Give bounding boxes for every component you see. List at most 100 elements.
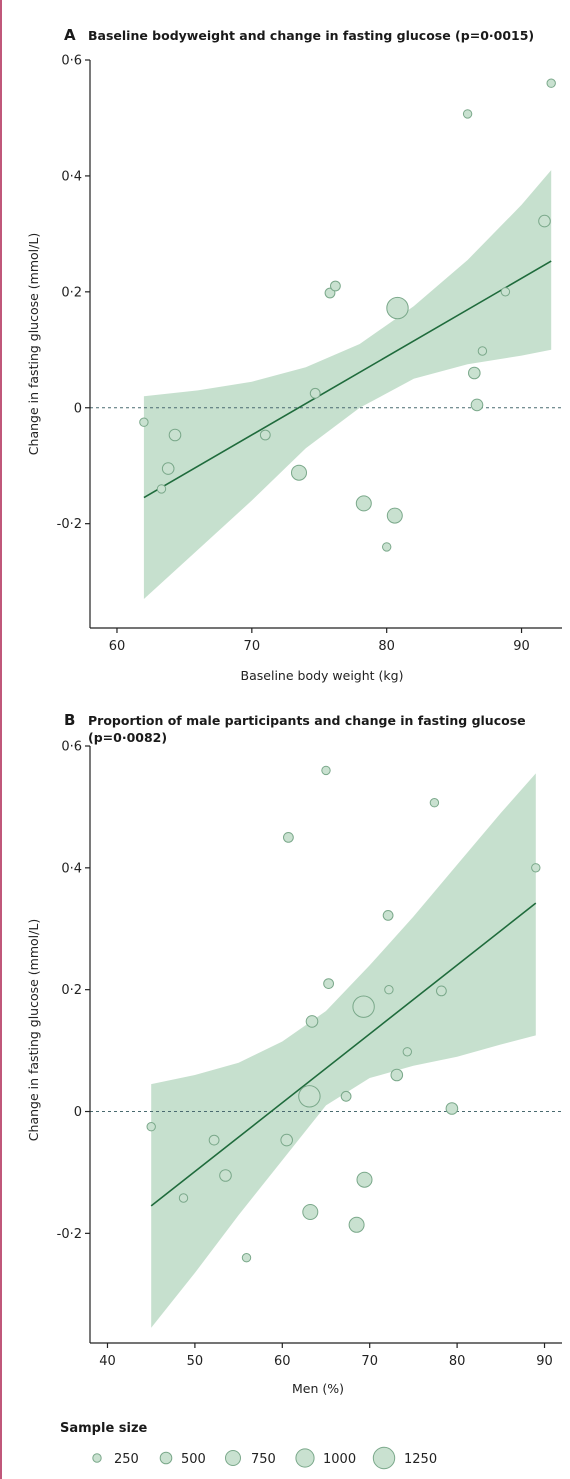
panel-a-point (468, 366, 481, 380)
panel-b-point (219, 1169, 232, 1182)
panel-b-point (208, 1134, 220, 1146)
panel-b-point (348, 1216, 365, 1233)
panel-a-point (386, 296, 409, 320)
panel-b-y-axis-label: Change in fasting glucose (mmol/L) (26, 919, 41, 1141)
panel-a-point (139, 417, 149, 427)
panel-b-confidence-band (151, 773, 536, 1328)
panel-b-point (390, 1068, 404, 1082)
panel-b-point (340, 1090, 352, 1102)
legend-label-250: 250 (114, 1452, 139, 1467)
legend-marker-1250 (372, 1446, 396, 1470)
panel-b-x-tick-label: 40 (99, 1354, 116, 1369)
panel-b-fit-line (150, 902, 537, 1207)
panel-b-y-tick-label: 0 (74, 1105, 82, 1120)
panel-b-x-tick-label: 90 (536, 1354, 553, 1369)
legend-label-500: 500 (181, 1452, 206, 1467)
panel-a-point (386, 507, 403, 524)
panel-b-point (321, 765, 331, 776)
panel-a-x-tick-label: 80 (378, 639, 395, 654)
panel-a-y-axis-label: Change in fasting glucose (mmol/L) (26, 233, 41, 455)
legend: Sample size 250 500 750 1000 1250 (60, 1421, 437, 1470)
panel-a-x-ticks: 60 70 80 90 (109, 628, 530, 654)
legend-marker-250 (92, 1453, 102, 1463)
panel-b-point (384, 985, 394, 995)
legend-label-1000: 1000 (323, 1452, 356, 1467)
panel-a-point (168, 428, 182, 442)
panel-a-point (324, 287, 336, 299)
panel-b-point (280, 1133, 294, 1147)
panel-b-y-tick-label: 0·4 (61, 861, 82, 876)
legend-marker-1000 (295, 1448, 315, 1468)
panel-b-point (356, 1171, 373, 1188)
panel-b-title-line-1: Proportion of male participants and chan… (88, 713, 526, 728)
panel-a-y-tick-label: 0·4 (61, 169, 82, 184)
panel-a-confidence-band (143, 170, 552, 599)
panel-a-points (139, 78, 556, 552)
panel-b-y-tick-label: -0·2 (57, 1227, 82, 1242)
panel-b-point (436, 985, 447, 997)
legend-items: 250 500 750 1000 1250 (92, 1446, 437, 1470)
panel-a-x-tick-label: 90 (513, 639, 530, 654)
panel-b-title-line-2: (p=0·0082) (88, 730, 167, 745)
panel-b-point (429, 798, 440, 808)
panel-b-point (178, 1193, 189, 1203)
panel-a-band-area (143, 170, 552, 599)
panel-a-point (355, 495, 372, 512)
panel-b-band-area (151, 773, 536, 1328)
panel-a-y-tick-label: 0·2 (61, 285, 82, 300)
panel-b-letter: B (64, 711, 75, 729)
legend-marker-500 (159, 1451, 173, 1465)
panel-b-point (146, 1122, 156, 1132)
panel-b-point (323, 978, 335, 989)
panel-b-regression-line (150, 902, 537, 1207)
panel-b-y-ticks: -0·2 0 0·2 0·4 0·6 (57, 740, 90, 1242)
panel-a-point (470, 398, 484, 412)
panel-a-regression-line (143, 260, 552, 499)
panel-a: A Baseline bodyweight and change in fast… (26, 26, 562, 683)
panel-b-x-axis-label: Men (%) (292, 1381, 344, 1396)
panel-b-point (283, 832, 294, 843)
panel-a-x-tick-label: 60 (109, 639, 126, 654)
panel-a-point (161, 462, 175, 475)
panel-b-point (302, 1204, 319, 1220)
panel-a-point (291, 464, 307, 481)
panel-b-y-tick-label: 0·2 (61, 983, 82, 998)
panel-a-point (538, 214, 551, 228)
panel-b-point (382, 910, 394, 921)
panel-b-point (531, 863, 541, 873)
panel-b-point (402, 1047, 412, 1057)
panel-a-point (330, 280, 341, 292)
panel-b-x-ticks: 40 50 60 70 80 90 (99, 1343, 553, 1369)
panel-a-point (500, 287, 511, 297)
legend-label-750: 750 (251, 1452, 276, 1467)
panel-b-x-tick-label: 60 (274, 1354, 291, 1369)
panel-b-x-tick-label: 80 (449, 1354, 466, 1369)
panel-b-point (241, 1253, 252, 1263)
panel-a-axes (89, 60, 562, 629)
legend-title: Sample size (60, 1421, 148, 1436)
panel-a-point (382, 542, 392, 552)
panel-a-letter: A (64, 26, 76, 44)
panel-b: B Proportion of male participants and ch… (26, 711, 562, 1396)
panel-b-point (298, 1085, 321, 1108)
legend-label-1250: 1250 (404, 1452, 437, 1467)
panel-a-point (156, 484, 167, 494)
legend-marker-750 (225, 1450, 241, 1466)
panel-b-x-tick-label: 70 (361, 1354, 378, 1369)
panel-a-point (309, 387, 321, 399)
panel-b-y-tick-label: 0·6 (61, 740, 82, 755)
panel-a-point (259, 429, 271, 441)
panel-b-x-tick-label: 50 (187, 1354, 204, 1369)
panel-a-y-ticks: -0·2 0 0·2 0·4 0·6 (57, 54, 90, 532)
panel-a-y-tick-label: 0 (74, 401, 82, 416)
panel-b-point (445, 1102, 459, 1115)
panel-a-x-tick-label: 70 (244, 639, 261, 654)
panel-a-point (546, 78, 556, 88)
panel-a-x-axis-label: Baseline body weight (kg) (241, 668, 404, 683)
panel-b-axes (89, 746, 562, 1344)
panel-b-point (352, 995, 375, 1018)
panel-b-points (146, 765, 541, 1263)
panel-a-title: Baseline bodyweight and change in fastin… (88, 28, 534, 43)
